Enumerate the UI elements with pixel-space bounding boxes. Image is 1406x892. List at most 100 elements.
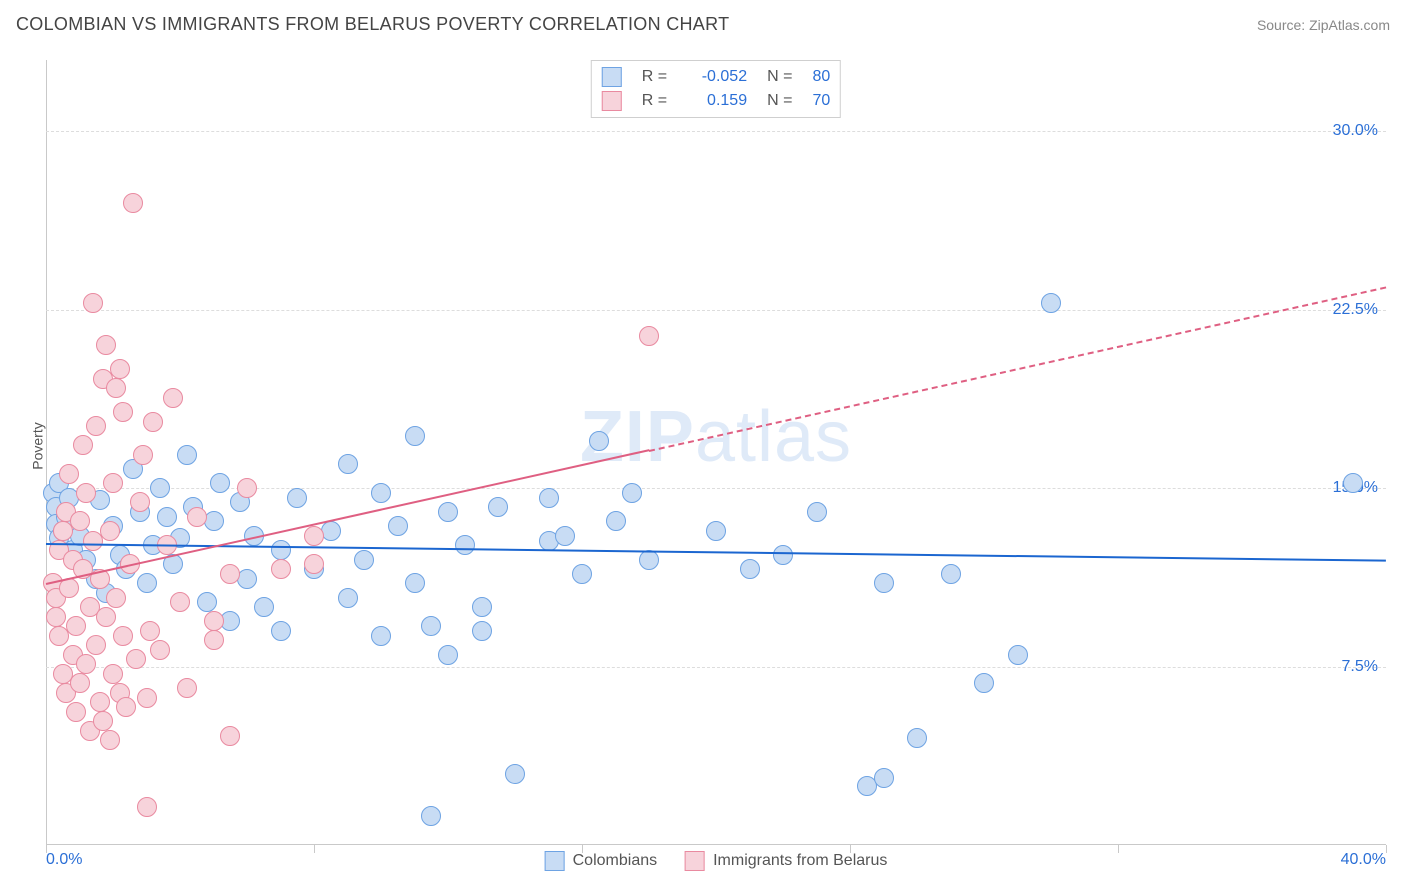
data-point <box>405 573 425 593</box>
data-point <box>66 616 86 636</box>
data-point <box>706 521 726 541</box>
data-point <box>304 554 324 574</box>
data-point <box>76 483 96 503</box>
data-point <box>70 511 90 531</box>
legend-row: R =0.159N =70 <box>592 89 840 113</box>
data-point <box>1008 645 1028 665</box>
legend-R-label: R = <box>632 89 677 113</box>
data-point <box>137 797 157 817</box>
data-point <box>438 645 458 665</box>
y-axis-label: Poverty <box>30 422 46 469</box>
x-tick <box>314 845 315 853</box>
data-point <box>807 502 827 522</box>
legend-item: Immigrants from Belarus <box>685 851 887 871</box>
legend-N-label: N = <box>757 65 802 89</box>
y-axis-line <box>46 60 47 845</box>
data-point <box>157 507 177 527</box>
data-point <box>271 540 291 560</box>
data-point <box>210 473 230 493</box>
data-point <box>254 597 274 617</box>
data-point <box>116 697 136 717</box>
data-point <box>59 464 79 484</box>
data-point <box>271 621 291 641</box>
legend-N-value: 70 <box>802 89 840 113</box>
data-point <box>505 764 525 784</box>
data-point <box>237 478 257 498</box>
data-point <box>106 588 126 608</box>
data-point <box>93 711 113 731</box>
data-point <box>96 335 116 355</box>
data-point <box>110 359 130 379</box>
legend-swatch <box>602 67 622 87</box>
data-point <box>455 535 475 555</box>
data-point <box>321 521 341 541</box>
data-point <box>70 673 90 693</box>
data-point <box>354 550 374 570</box>
data-point <box>371 483 391 503</box>
data-point <box>438 502 458 522</box>
source-name: ZipAtlas.com <box>1309 17 1390 33</box>
data-point <box>472 621 492 641</box>
legend-R-label: R = <box>632 65 677 89</box>
x-tick <box>582 845 583 853</box>
data-point <box>106 378 126 398</box>
data-point <box>133 445 153 465</box>
data-point <box>150 478 170 498</box>
data-point <box>220 564 240 584</box>
data-point <box>100 521 120 541</box>
data-point <box>137 573 157 593</box>
legend-row: R =-0.052N =80 <box>592 65 840 89</box>
data-point <box>421 806 441 826</box>
data-point <box>539 488 559 508</box>
legend-label: Colombians <box>573 852 657 870</box>
gridline <box>46 667 1386 668</box>
data-point <box>96 607 116 627</box>
data-point <box>113 626 133 646</box>
data-point <box>488 497 508 517</box>
data-point <box>204 630 224 650</box>
data-point <box>86 635 106 655</box>
data-point <box>90 692 110 712</box>
data-point <box>46 607 66 627</box>
x-tick <box>1386 845 1387 853</box>
data-point <box>76 654 96 674</box>
legend-swatch <box>545 851 565 871</box>
y-tick-label: 30.0% <box>1333 122 1378 140</box>
data-point <box>338 454 358 474</box>
data-point <box>150 640 170 660</box>
data-point <box>126 649 146 669</box>
data-point <box>103 664 123 684</box>
data-point <box>304 526 324 546</box>
gridline <box>46 310 1386 311</box>
gridline <box>46 131 1386 132</box>
data-point <box>472 597 492 617</box>
data-point <box>130 492 150 512</box>
data-point <box>177 678 197 698</box>
legend-label: Immigrants from Belarus <box>713 852 887 870</box>
trend-line <box>46 543 1386 562</box>
data-point <box>100 730 120 750</box>
data-point <box>606 511 626 531</box>
data-point <box>622 483 642 503</box>
data-point <box>1343 473 1363 493</box>
source-line: Source: ZipAtlas.com <box>1257 17 1390 35</box>
legend-N-label: N = <box>757 89 802 113</box>
data-point <box>639 326 659 346</box>
data-point <box>572 564 592 584</box>
data-point <box>874 573 894 593</box>
data-point <box>140 621 160 641</box>
data-point <box>187 507 207 527</box>
data-point <box>338 588 358 608</box>
data-point <box>204 611 224 631</box>
data-point <box>371 626 391 646</box>
legend-N-value: 80 <box>802 65 840 89</box>
x-max-label: 40.0% <box>1341 851 1386 869</box>
x-tick <box>850 845 851 853</box>
y-tick-label: 22.5% <box>1333 301 1378 319</box>
legend-series: Colombians Immigrants from Belarus <box>545 851 888 871</box>
data-point <box>388 516 408 536</box>
data-point <box>271 559 291 579</box>
data-point <box>773 545 793 565</box>
data-point <box>83 293 103 313</box>
data-point <box>86 416 106 436</box>
